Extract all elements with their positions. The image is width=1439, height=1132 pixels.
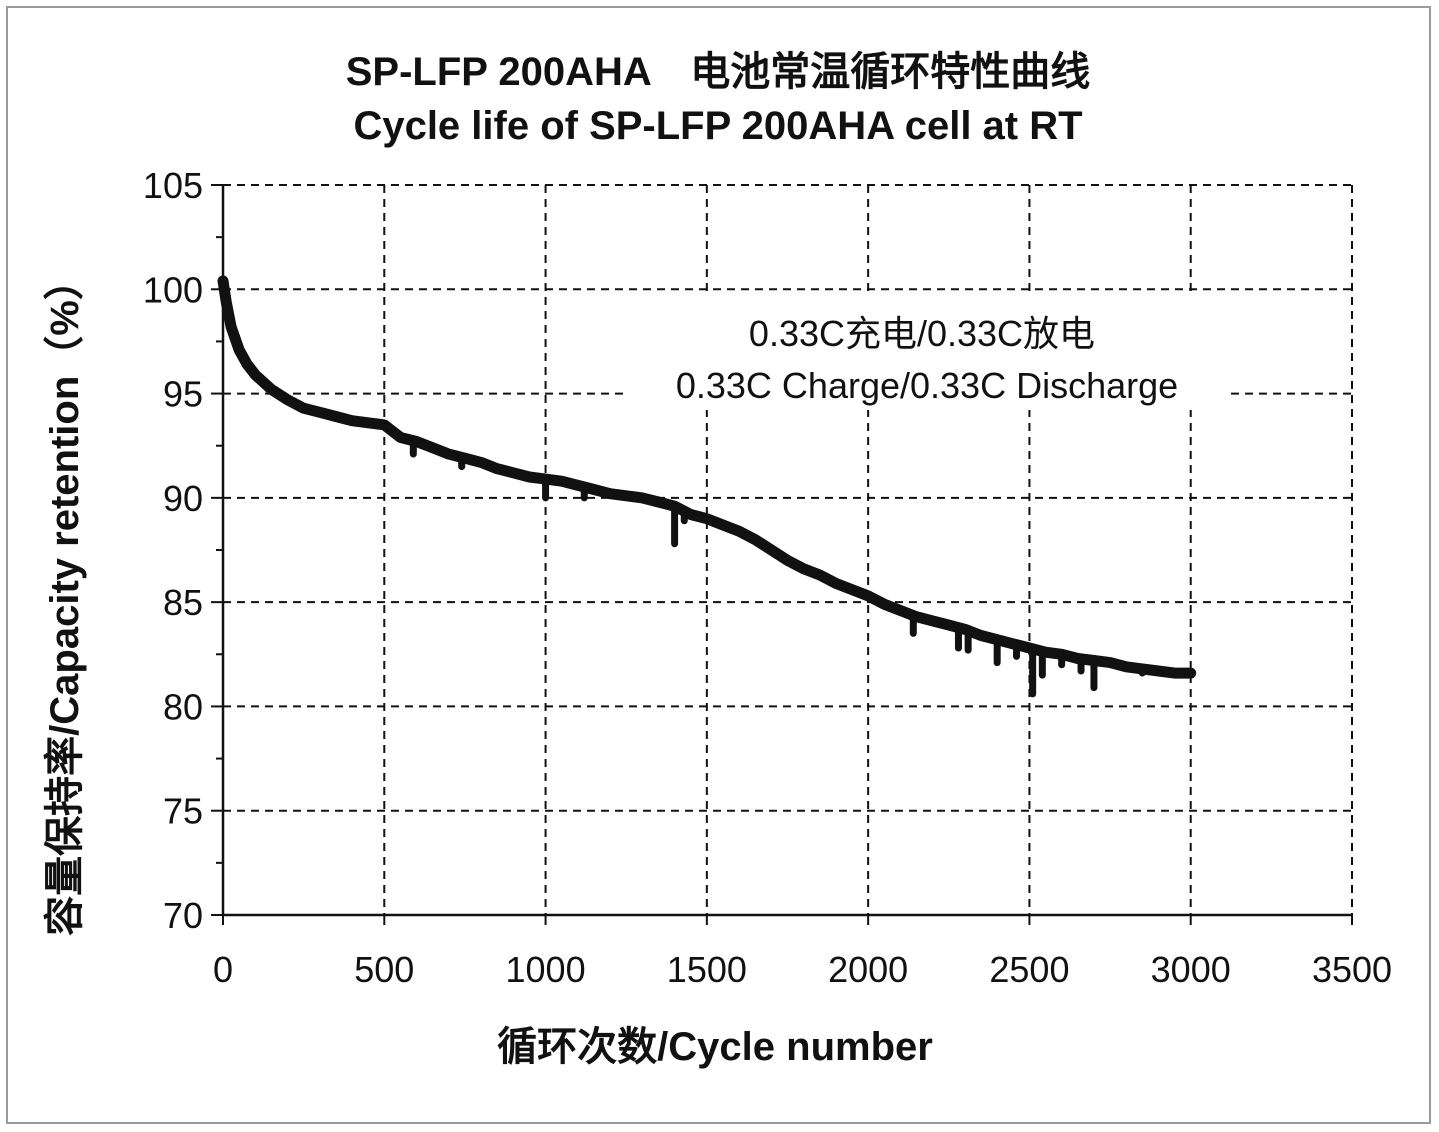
chart-title: SP-LFP 200AHA 电池常温循环特性曲线 [346, 50, 1091, 94]
x-tick-label: 2000 [828, 949, 908, 990]
y-tick-label: 100 [143, 269, 203, 310]
x-tick-label: 1000 [506, 949, 586, 990]
y-tick-label: 80 [163, 686, 203, 727]
series-layer [217, 275, 1197, 698]
x-tick-labels: 0 500 1000 1500 2000 2500 3000 3500 [213, 949, 1392, 990]
annotation-background [625, 292, 1225, 410]
x-axis-label: 循环次数/Cycle number [497, 1025, 933, 1069]
y-tick-label: 105 [143, 165, 203, 206]
chart-frame [6, 6, 1431, 1124]
x-tick-label: 3500 [1312, 949, 1392, 990]
y-tick-labels: 70 75 80 85 90 95 100 105 [143, 165, 203, 936]
annotation-cn: 0.33C充电/0.33C放电 [749, 313, 1095, 354]
annotation-en: 0.33C Charge/0.33C Discharge [676, 365, 1178, 406]
x-tick-label: 0 [213, 949, 233, 990]
y-axis-label: 容量保持率/Capacity retention（%） [43, 260, 87, 936]
y-tick-label: 75 [163, 791, 203, 832]
y-tick-label: 85 [163, 582, 203, 623]
grid-lines [223, 184, 1353, 915]
y-tick-label: 70 [163, 895, 203, 936]
x-tick-label: 3000 [1151, 949, 1231, 990]
x-tick-label: 500 [354, 949, 414, 990]
y-tick-label: 95 [163, 374, 203, 415]
x-tick-label: 2500 [989, 949, 1069, 990]
chart-subtitle: Cycle life of SP-LFP 200AHA cell at RT [353, 104, 1082, 148]
y-tick-label: 90 [163, 478, 203, 519]
x-tick-label: 1500 [667, 949, 747, 990]
